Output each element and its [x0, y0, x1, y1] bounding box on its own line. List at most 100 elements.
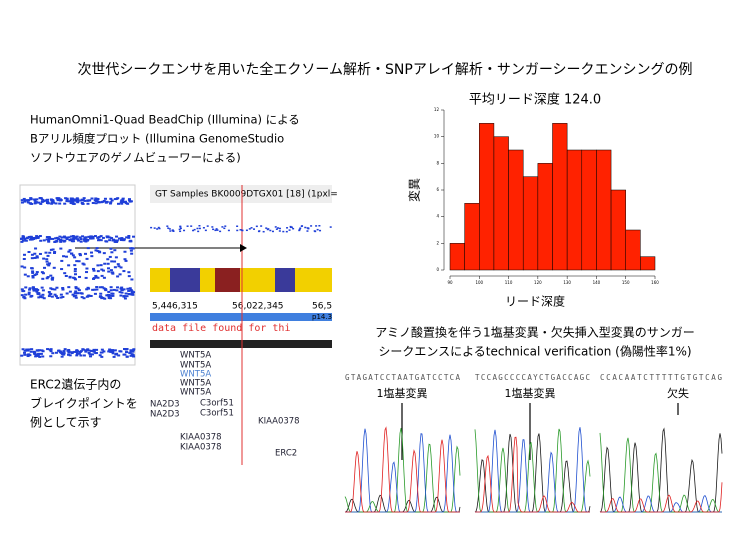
snp-dot	[167, 227, 170, 229]
snp-dot	[76, 199, 80, 202]
snp-dot	[59, 296, 63, 299]
snp-dot	[109, 269, 113, 272]
snp-dot	[55, 240, 59, 243]
snp-dot	[47, 295, 51, 298]
snp-dot	[129, 240, 133, 243]
snp-dot	[130, 278, 134, 281]
snp-dot	[67, 200, 71, 203]
snp-dot	[68, 276, 72, 279]
snp-dot	[23, 200, 27, 203]
snp-dot	[92, 277, 96, 280]
chromosome-band	[170, 268, 200, 292]
x-tick-label: 150	[622, 280, 630, 285]
position: 5,446,315	[152, 302, 198, 312]
snp-dot	[57, 349, 61, 352]
snp-dot	[59, 293, 63, 296]
snp-dot	[81, 235, 85, 238]
snp-dot	[103, 262, 107, 265]
snp-dot	[130, 353, 134, 356]
snp-dot	[102, 252, 106, 255]
snp-dot	[108, 348, 112, 351]
snp-dot	[119, 266, 123, 269]
snp-dot	[118, 237, 122, 240]
snp-dot	[65, 198, 69, 201]
snp-dot	[84, 350, 88, 353]
snp-dot	[31, 274, 35, 277]
snp-dot	[72, 240, 76, 243]
caption: HumanOmni1-Quad BeadChip (Illumina) による	[30, 113, 300, 127]
snp-dot	[43, 266, 47, 269]
snp-dot	[80, 296, 84, 299]
snp-dot	[109, 197, 113, 200]
snp-dot	[105, 236, 109, 239]
note: ERC2遺伝子内の	[30, 377, 121, 392]
snp-dot	[60, 259, 64, 262]
snp-dot	[89, 237, 93, 240]
snp-dot	[30, 257, 34, 260]
snp-dot	[124, 292, 128, 295]
snp-dot	[108, 255, 112, 258]
snp-dot	[67, 264, 71, 267]
snp-dot	[51, 200, 55, 203]
snp-dot	[90, 251, 94, 254]
snp-dot	[118, 350, 122, 353]
snp-dot	[96, 264, 100, 267]
snp-dot	[82, 354, 86, 357]
snp-dot	[75, 352, 79, 355]
snp-dot	[73, 198, 77, 201]
gene-label: NA2D3	[150, 410, 180, 420]
snp-dot	[75, 197, 79, 200]
plot-panel	[19, 184, 136, 366]
snp-dot	[236, 229, 239, 232]
snp-dot	[28, 288, 32, 291]
snp-dot	[23, 273, 27, 276]
snp-dot	[122, 353, 126, 356]
snp-dot	[282, 230, 285, 233]
snp-dot	[34, 247, 38, 250]
snp-dot	[314, 230, 317, 233]
snp-dot	[124, 259, 128, 262]
snp-dot	[22, 290, 26, 293]
snp-dot	[94, 352, 98, 355]
snp-dot	[241, 229, 244, 232]
snp-dot	[31, 270, 35, 273]
snp-dot	[50, 295, 54, 298]
snp-dot	[46, 276, 50, 279]
snp-dot	[86, 247, 90, 250]
snp-dot	[248, 228, 251, 230]
snp-dot	[76, 198, 80, 201]
snp-dot	[53, 240, 57, 243]
snp-dot	[63, 272, 67, 275]
snp-dot	[54, 237, 58, 240]
snp-dot	[57, 238, 61, 241]
snp-dot	[128, 287, 132, 290]
snp-dot	[211, 226, 214, 228]
snp-dot	[39, 352, 43, 355]
snp-dot	[35, 255, 39, 258]
snp-dot	[20, 240, 24, 243]
snp-dot	[21, 239, 25, 242]
snp-dot	[93, 292, 97, 295]
snp-dot	[101, 269, 105, 272]
snp-dot	[265, 227, 268, 229]
snp-dot	[79, 240, 83, 243]
snp-dot	[107, 297, 111, 300]
snp-dot	[83, 199, 87, 202]
snp-dot	[39, 239, 43, 242]
snp-dot	[96, 270, 100, 273]
snp-dot	[52, 201, 56, 204]
snp-dot	[33, 256, 37, 259]
bar	[610, 189, 626, 271]
snp-dot	[74, 236, 78, 239]
snp-dot	[29, 198, 33, 201]
snp-dot	[255, 225, 258, 228]
snp-dot	[290, 226, 293, 229]
snp-dot	[100, 297, 104, 300]
snp-dot	[27, 348, 31, 351]
snp-dot	[72, 202, 76, 205]
snp-dot	[49, 248, 53, 251]
snp-dot	[74, 278, 78, 281]
snp-dot	[109, 289, 113, 292]
snp-dot	[85, 257, 89, 260]
snp-dot	[102, 276, 106, 279]
